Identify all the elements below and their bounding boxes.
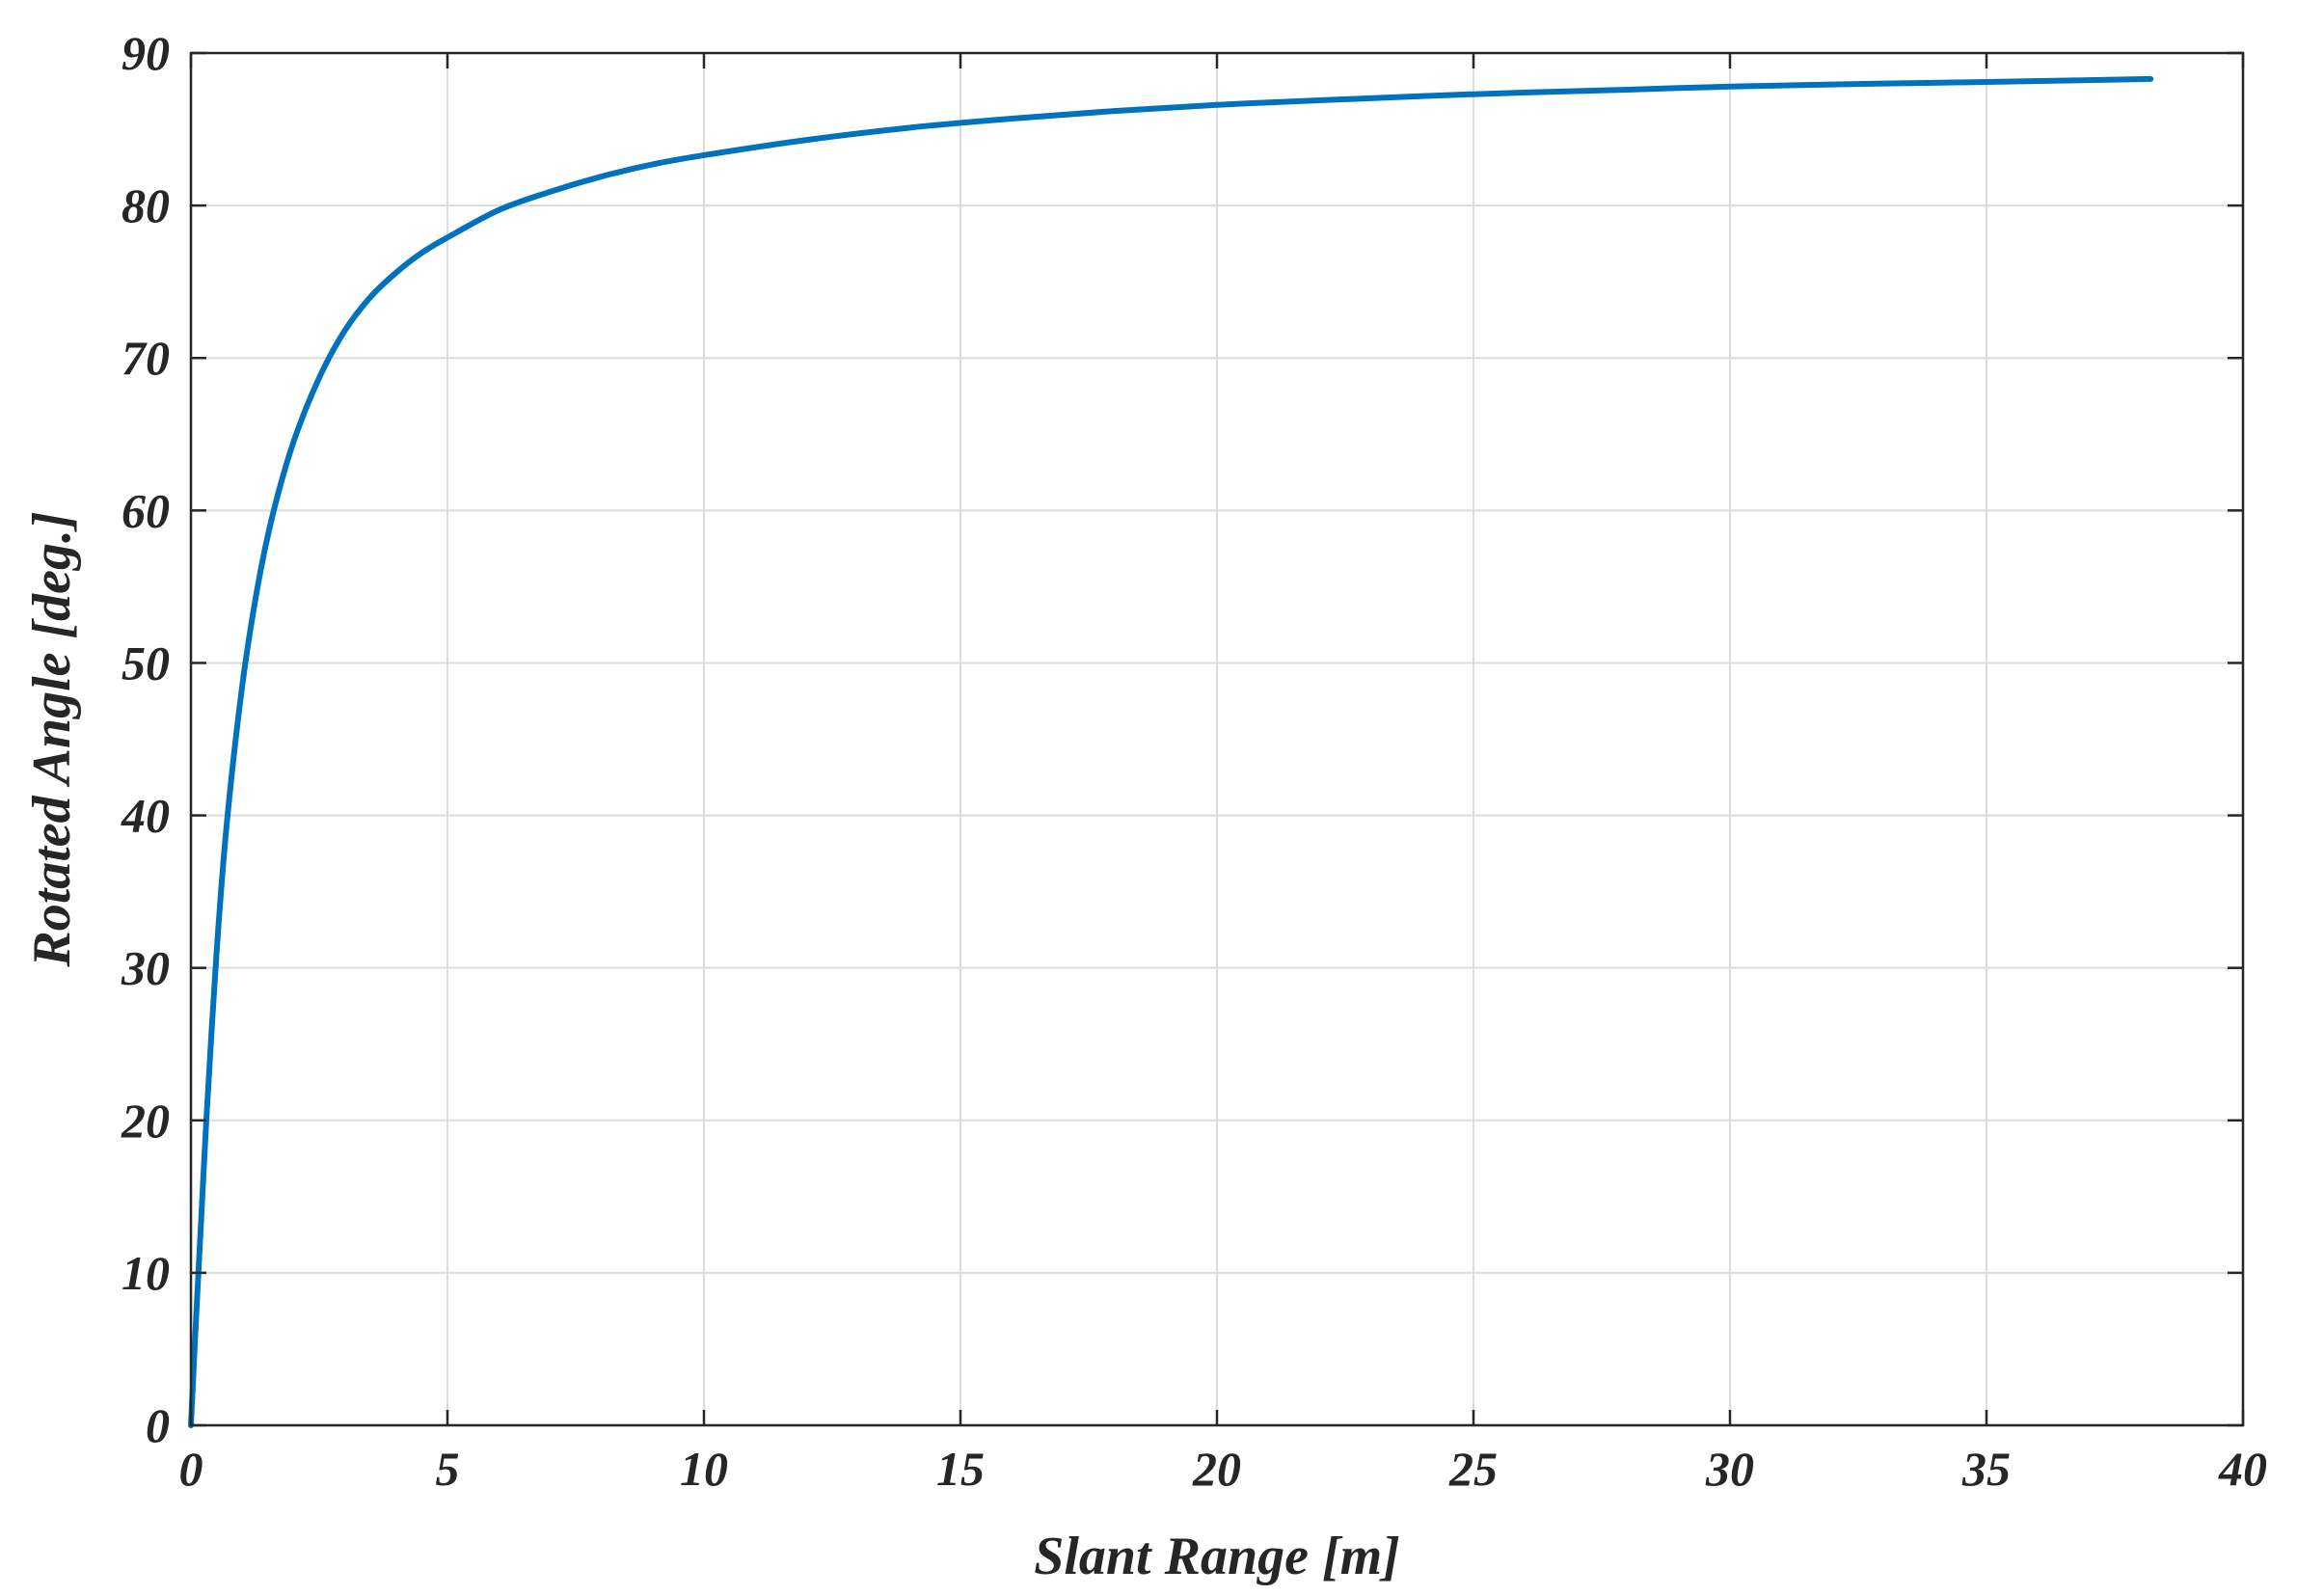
x-axis-label: Slant Range [m]: [1034, 1527, 1400, 1586]
y-tick-label: 30: [121, 941, 170, 995]
y-tick-label: 20: [121, 1094, 170, 1148]
y-tick-label: 40: [121, 789, 170, 843]
y-tick-label: 80: [122, 178, 170, 232]
x-tick-label: 20: [1192, 1442, 1241, 1496]
tick-marks: [189, 51, 2245, 1427]
y-tick-label: 50: [122, 636, 170, 690]
y-tick-label: 0: [146, 1398, 170, 1452]
y-tick-label: 60: [122, 483, 170, 537]
y-axis-label: Rotated Angle [deg.]: [22, 511, 82, 967]
x-tick-label: 35: [1961, 1442, 2011, 1496]
y-tick-labels: 0 10 20 30 40 50 60 70 80 90: [121, 26, 170, 1452]
series-line: [188, 75, 2154, 1428]
x-tick-label: 0: [179, 1442, 203, 1496]
grid-lines: [191, 53, 2243, 1425]
x-tick-label: 10: [680, 1442, 728, 1496]
x-tick-label: 15: [936, 1442, 985, 1496]
y-tick-label: 70: [122, 331, 170, 385]
y-tick-label: 90: [122, 26, 170, 80]
x-tick-labels: 0 5 10 15 20 25 30 35 40: [179, 1442, 2268, 1496]
x-tick-label: 40: [2218, 1442, 2267, 1496]
x-tick-label: 30: [1705, 1442, 1754, 1496]
x-tick-label: 5: [436, 1442, 460, 1496]
plot-series: [188, 75, 2154, 1428]
y-tick-label: 10: [122, 1246, 170, 1300]
x-tick-label: 25: [1448, 1442, 1498, 1496]
